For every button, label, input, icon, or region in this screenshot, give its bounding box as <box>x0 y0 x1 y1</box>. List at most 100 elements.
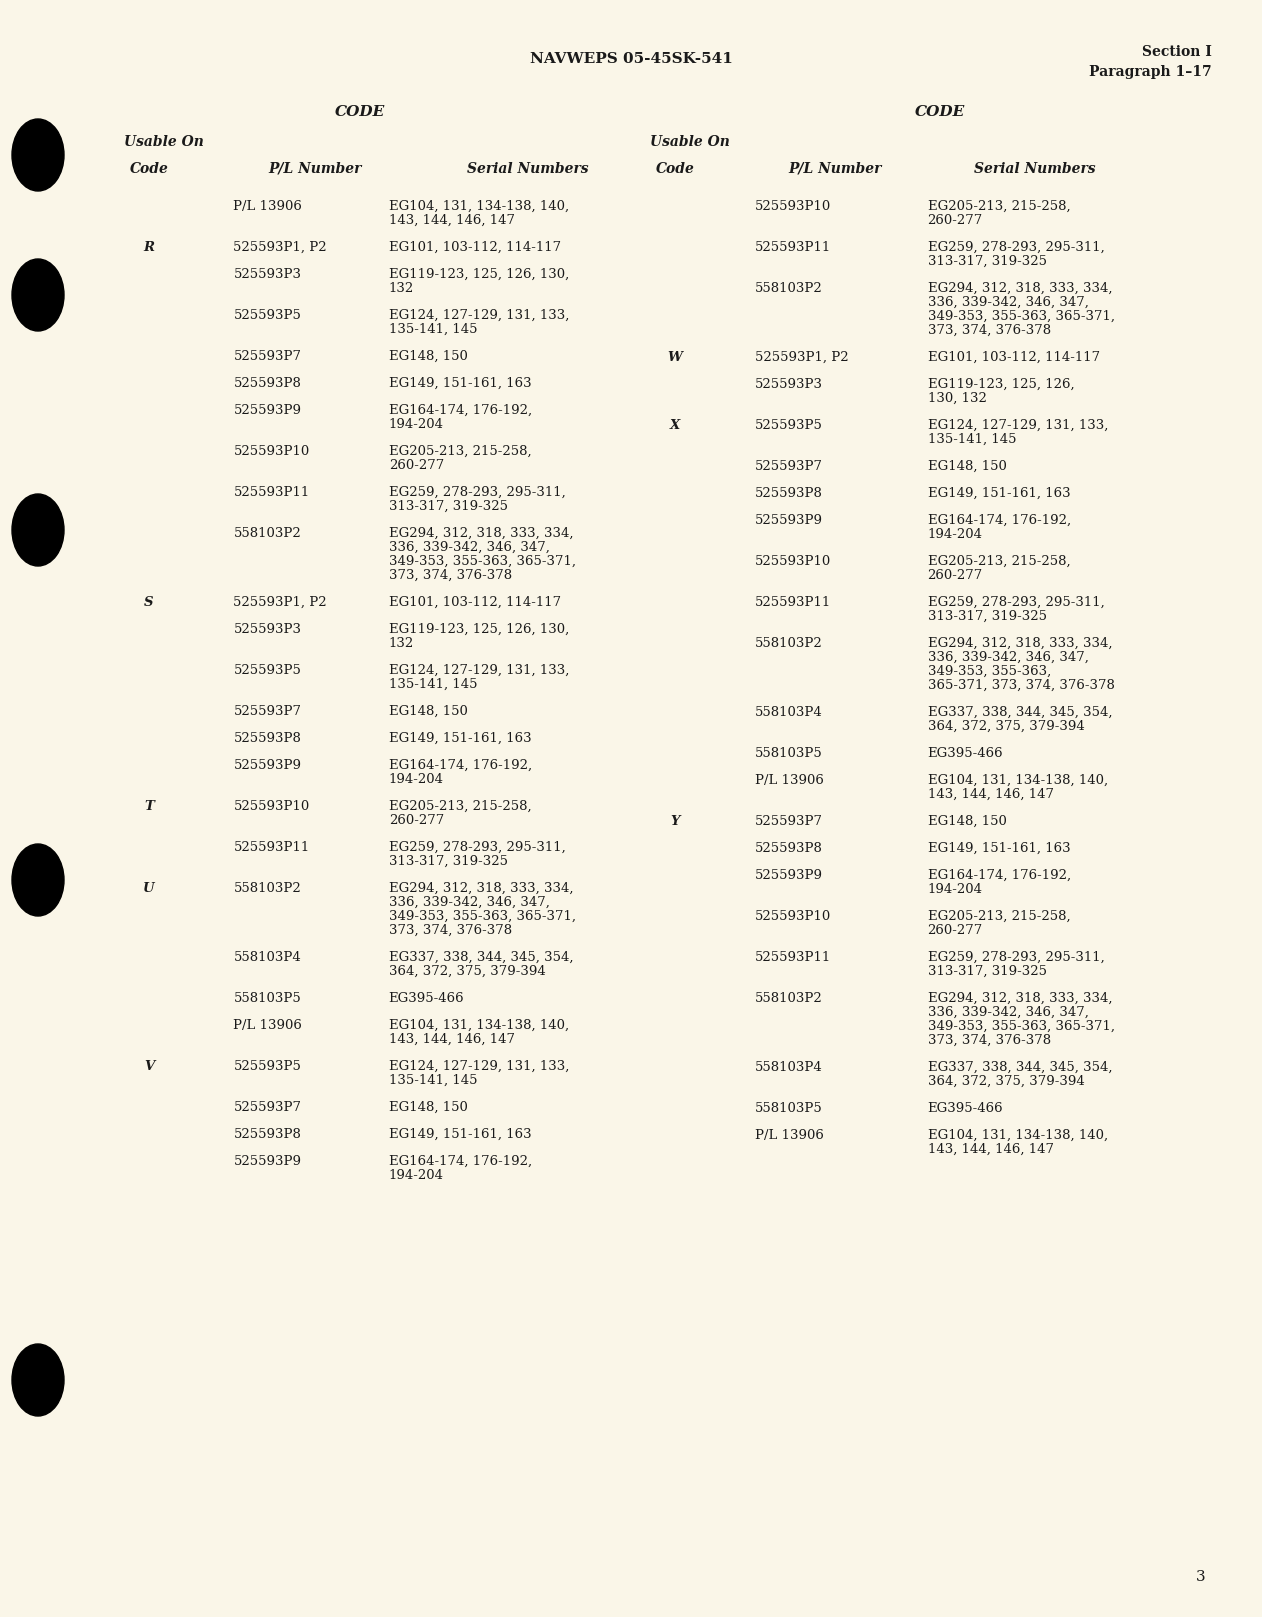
Text: 525593P3: 525593P3 <box>233 623 302 635</box>
Text: 525593P9: 525593P9 <box>233 758 302 771</box>
Text: EG148, 150: EG148, 150 <box>928 459 1007 474</box>
Ellipse shape <box>13 259 64 331</box>
Text: 558103P2: 558103P2 <box>755 281 823 294</box>
Text: 558103P5: 558103P5 <box>233 991 302 1006</box>
Text: 313-317, 319-325: 313-317, 319-325 <box>389 855 507 868</box>
Text: EG101, 103-112, 114-117: EG101, 103-112, 114-117 <box>389 597 560 610</box>
Text: 313-317, 319-325: 313-317, 319-325 <box>928 965 1046 978</box>
Text: 558103P2: 558103P2 <box>233 881 302 894</box>
Text: EG119-123, 125, 126,: EG119-123, 125, 126, <box>928 378 1074 391</box>
Text: 349-353, 355-363, 365-371,: 349-353, 355-363, 365-371, <box>389 910 575 923</box>
Text: EG259, 278-293, 295-311,: EG259, 278-293, 295-311, <box>928 597 1104 610</box>
Text: EG101, 103-112, 114-117: EG101, 103-112, 114-117 <box>389 241 560 254</box>
Text: EG294, 312, 318, 333, 334,: EG294, 312, 318, 333, 334, <box>928 281 1112 294</box>
Text: EG259, 278-293, 295-311,: EG259, 278-293, 295-311, <box>928 951 1104 964</box>
Text: 349-353, 355-363,: 349-353, 355-363, <box>928 665 1051 678</box>
Text: CODE: CODE <box>334 105 385 120</box>
Text: Code: Code <box>130 162 168 176</box>
Text: R: R <box>144 241 154 254</box>
Text: X: X <box>670 419 680 432</box>
Text: EG205-213, 215-258,: EG205-213, 215-258, <box>389 800 531 813</box>
Text: 525593P11: 525593P11 <box>755 951 830 964</box>
Text: T: T <box>144 800 154 813</box>
Text: 135-141, 145: 135-141, 145 <box>389 1074 477 1087</box>
Text: 525593P7: 525593P7 <box>233 705 302 718</box>
Text: EG104, 131, 134-138, 140,: EG104, 131, 134-138, 140, <box>928 775 1108 787</box>
Text: 143, 144, 146, 147: 143, 144, 146, 147 <box>389 1033 515 1046</box>
Text: 525593P10: 525593P10 <box>233 800 309 813</box>
Text: 558103P5: 558103P5 <box>755 1103 823 1116</box>
Text: 525593P5: 525593P5 <box>233 1061 302 1074</box>
Text: Code: Code <box>656 162 694 176</box>
Text: EG337, 338, 344, 345, 354,: EG337, 338, 344, 345, 354, <box>928 707 1112 720</box>
Text: 143, 144, 146, 147: 143, 144, 146, 147 <box>928 1143 1054 1156</box>
Text: EG205-213, 215-258,: EG205-213, 215-258, <box>928 555 1070 568</box>
Text: 194-204: 194-204 <box>928 529 983 542</box>
Text: 558103P2: 558103P2 <box>755 991 823 1006</box>
Text: EG395-466: EG395-466 <box>928 747 1003 760</box>
Text: 260-277: 260-277 <box>928 569 983 582</box>
Text: EG164-174, 176-192,: EG164-174, 176-192, <box>389 404 531 417</box>
Text: 313-317, 319-325: 313-317, 319-325 <box>389 500 507 513</box>
Text: 135-141, 145: 135-141, 145 <box>389 323 477 336</box>
Text: 194-204: 194-204 <box>389 773 444 786</box>
Text: P/L 13906: P/L 13906 <box>233 1019 303 1032</box>
Text: 364, 372, 375, 379-394: 364, 372, 375, 379-394 <box>928 720 1084 733</box>
Text: EG104, 131, 134-138, 140,: EG104, 131, 134-138, 140, <box>389 1019 569 1032</box>
Text: EG164-174, 176-192,: EG164-174, 176-192, <box>928 514 1070 527</box>
Text: 525593P1, P2: 525593P1, P2 <box>233 241 327 254</box>
Text: 525593P8: 525593P8 <box>233 733 302 745</box>
Text: EG119-123, 125, 126, 130,: EG119-123, 125, 126, 130, <box>389 268 569 281</box>
Text: 373, 374, 376-378: 373, 374, 376-378 <box>389 569 512 582</box>
Text: 525593P9: 525593P9 <box>233 404 302 417</box>
Ellipse shape <box>13 844 64 915</box>
Text: 525593P7: 525593P7 <box>755 815 823 828</box>
Text: V: V <box>144 1061 154 1074</box>
Text: EG294, 312, 318, 333, 334,: EG294, 312, 318, 333, 334, <box>389 881 573 894</box>
Text: 260-277: 260-277 <box>389 459 444 472</box>
Text: 364, 372, 375, 379-394: 364, 372, 375, 379-394 <box>928 1075 1084 1088</box>
Text: EG101, 103-112, 114-117: EG101, 103-112, 114-117 <box>928 351 1099 364</box>
Text: CODE: CODE <box>915 105 965 120</box>
Ellipse shape <box>13 120 64 191</box>
Text: U: U <box>143 881 155 894</box>
Ellipse shape <box>13 495 64 566</box>
Text: Section I: Section I <box>1142 45 1212 58</box>
Text: 143, 144, 146, 147: 143, 144, 146, 147 <box>389 213 515 226</box>
Text: 525593P10: 525593P10 <box>755 910 830 923</box>
Text: 525593P11: 525593P11 <box>755 241 830 254</box>
Text: W: W <box>668 351 683 364</box>
Text: EG395-466: EG395-466 <box>389 991 464 1006</box>
Text: Y: Y <box>670 815 680 828</box>
Text: EG395-466: EG395-466 <box>928 1103 1003 1116</box>
Text: P/L 13906: P/L 13906 <box>233 201 303 213</box>
Text: 558103P4: 558103P4 <box>755 1061 823 1074</box>
Text: EG294, 312, 318, 333, 334,: EG294, 312, 318, 333, 334, <box>928 991 1112 1006</box>
Text: 373, 374, 376-378: 373, 374, 376-378 <box>928 323 1051 336</box>
Text: 558103P2: 558103P2 <box>755 637 823 650</box>
Text: 525593P11: 525593P11 <box>755 597 830 610</box>
Text: 525593P5: 525593P5 <box>233 309 302 322</box>
Text: 336, 339-342, 346, 347,: 336, 339-342, 346, 347, <box>928 652 1088 665</box>
Text: 194-204: 194-204 <box>389 419 444 432</box>
Text: 313-317, 319-325: 313-317, 319-325 <box>928 610 1046 623</box>
Text: 143, 144, 146, 147: 143, 144, 146, 147 <box>928 787 1054 800</box>
Text: 336, 339-342, 346, 347,: 336, 339-342, 346, 347, <box>389 896 549 909</box>
Text: 558103P2: 558103P2 <box>233 527 302 540</box>
Text: 365-371, 373, 374, 376-378: 365-371, 373, 374, 376-378 <box>928 679 1114 692</box>
Text: 260-277: 260-277 <box>928 213 983 226</box>
Text: 525593P8: 525593P8 <box>755 842 823 855</box>
Text: EG259, 278-293, 295-311,: EG259, 278-293, 295-311, <box>389 487 565 500</box>
Text: EG205-213, 215-258,: EG205-213, 215-258, <box>928 910 1070 923</box>
Text: Paragraph 1–17: Paragraph 1–17 <box>1089 65 1212 79</box>
Text: 313-317, 319-325: 313-317, 319-325 <box>928 255 1046 268</box>
Text: EG148, 150: EG148, 150 <box>389 1101 467 1114</box>
Text: 525593P5: 525593P5 <box>755 419 823 432</box>
Text: 194-204: 194-204 <box>928 883 983 896</box>
Text: 525593P7: 525593P7 <box>755 459 823 474</box>
Text: Serial Numbers: Serial Numbers <box>974 162 1095 176</box>
Text: EG164-174, 176-192,: EG164-174, 176-192, <box>389 758 531 771</box>
Text: EG149, 151-161, 163: EG149, 151-161, 163 <box>389 377 531 390</box>
Text: EG124, 127-129, 131, 133,: EG124, 127-129, 131, 133, <box>389 309 569 322</box>
Text: EG205-213, 215-258,: EG205-213, 215-258, <box>389 445 531 458</box>
